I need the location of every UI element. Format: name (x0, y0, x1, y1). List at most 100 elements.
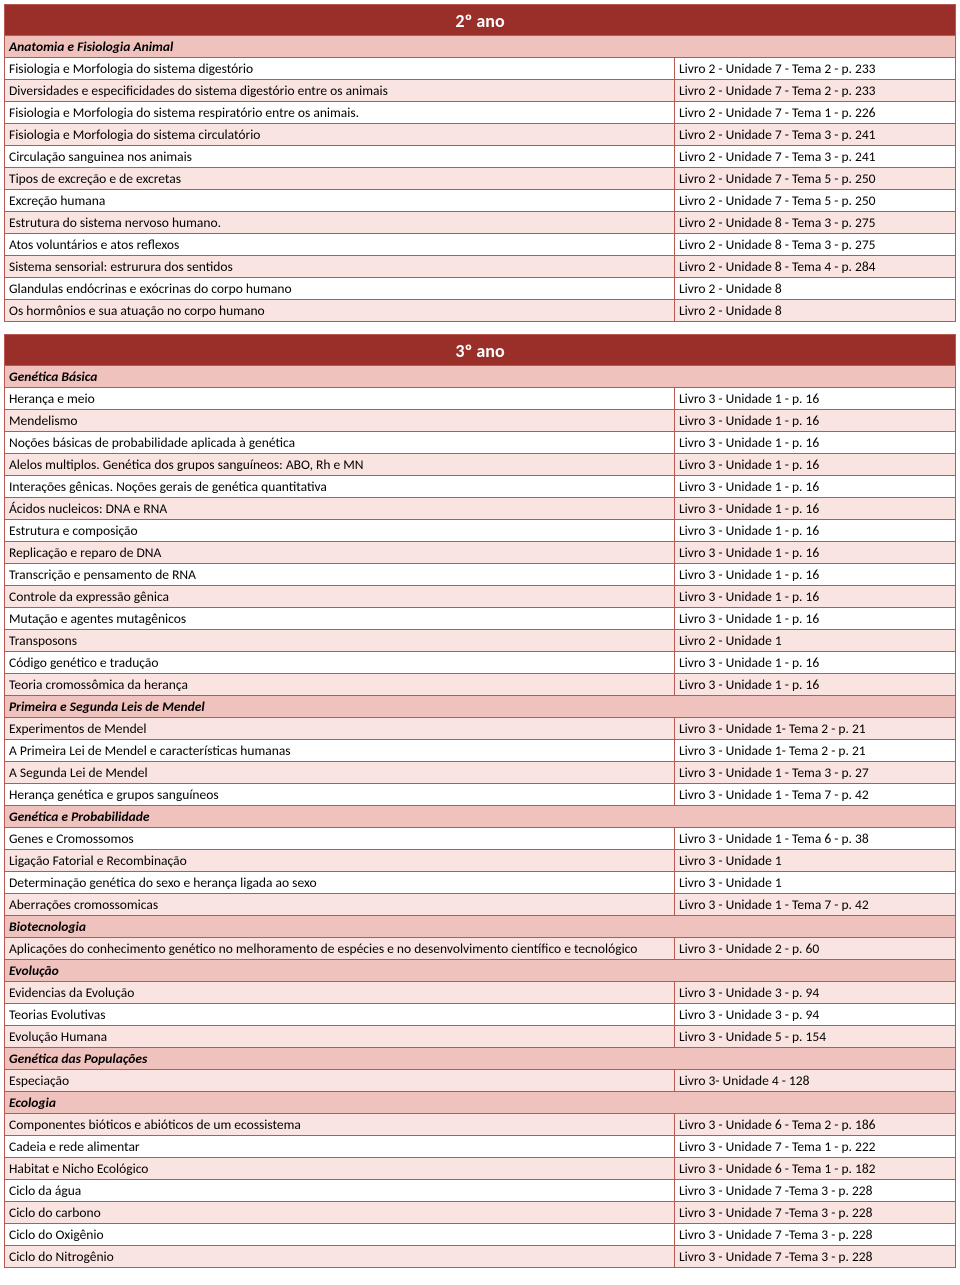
reference-cell: Livro 2 - Unidade 7 - Tema 1 - p. 226 (675, 102, 955, 123)
reference-cell: Livro 3 - Unidade 1 (675, 850, 955, 871)
topic-cell: Controle da expressão gênica (5, 586, 675, 607)
reference-cell: Livro 2 - Unidade 8 - Tema 3 - p. 275 (675, 234, 955, 255)
reference-cell: Livro 2 - Unidade 8 (675, 300, 955, 321)
reference-cell: Livro 2 - Unidade 1 (675, 630, 955, 651)
reference-cell: Livro 2 - Unidade 7 - Tema 5 - p. 250 (675, 190, 955, 211)
table-row: Evolução HumanaLivro 3 - Unidade 5 - p. … (4, 1026, 956, 1048)
topic-cell: A Segunda Lei de Mendel (5, 762, 675, 783)
section-0: 2º anoAnatomia e Fisiologia AnimalFisiol… (4, 4, 956, 322)
reference-cell: Livro 3 - Unidade 1 - p. 16 (675, 410, 955, 431)
table-row: Glandulas endócrinas e exócrinas do corp… (4, 278, 956, 300)
topic-cell: Aplicações do conhecimento genético no m… (5, 938, 675, 959)
reference-cell: Livro 2 - Unidade 8 - Tema 4 - p. 284 (675, 256, 955, 277)
table-row: Habitat e Nicho EcológicoLivro 3 - Unida… (4, 1158, 956, 1180)
table-row: Circulação sanguinea nos animaisLivro 2 … (4, 146, 956, 168)
table-row: Teorias EvolutivasLivro 3 - Unidade 3 - … (4, 1004, 956, 1026)
reference-cell: Livro 3 - Unidade 1 (675, 872, 955, 893)
reference-cell: Livro 3 - Unidade 5 - p. 154 (675, 1026, 955, 1047)
table-row: A Primeira Lei de Mendel e característic… (4, 740, 956, 762)
subsection-header: Evolução (4, 960, 956, 982)
table-row: A Segunda Lei de MendelLivro 3 - Unidade… (4, 762, 956, 784)
table-row: Transcrição e pensamento de RNALivro 3 -… (4, 564, 956, 586)
subsection-header: Biotecnologia (4, 916, 956, 938)
subsection-header: Genética das Populações (4, 1048, 956, 1070)
section-1: 3º anoGenética BásicaHerança e meioLivro… (4, 334, 956, 1268)
topic-cell: Excreção humana (5, 190, 675, 211)
reference-cell: Livro 2 - Unidade 7 - Tema 3 - p. 241 (675, 146, 955, 167)
table-row: Ciclo da águaLivro 3 - Unidade 7 -Tema 3… (4, 1180, 956, 1202)
table-row: Ciclo do NitrogênioLivro 3 - Unidade 7 -… (4, 1246, 956, 1268)
table-row: Fisiologia e Morfologia do sistema circu… (4, 124, 956, 146)
topic-cell: Fisiologia e Morfologia do sistema diges… (5, 58, 675, 79)
subsection-header: Ecologia (4, 1092, 956, 1114)
table-row: Cadeia e rede alimentarLivro 3 - Unidade… (4, 1136, 956, 1158)
reference-cell: Livro 3 - Unidade 1 - p. 16 (675, 388, 955, 409)
table-row: Tipos de excreção e de excretasLivro 2 -… (4, 168, 956, 190)
reference-cell: Livro 2 - Unidade 8 (675, 278, 955, 299)
table-row: Experimentos de MendelLivro 3 - Unidade … (4, 718, 956, 740)
topic-cell: Fisiologia e Morfologia do sistema respi… (5, 102, 675, 123)
reference-cell: Livro 2 - Unidade 7 - Tema 2 - p. 233 (675, 58, 955, 79)
reference-cell: Livro 3 - Unidade 1 - p. 16 (675, 454, 955, 475)
table-row: Atos voluntários e atos reflexosLivro 2 … (4, 234, 956, 256)
topic-cell: Aberrações cromossomicas (5, 894, 675, 915)
reference-cell: Livro 3 - Unidade 1 - p. 16 (675, 520, 955, 541)
reference-cell: Livro 3 - Unidade 3 - p. 94 (675, 982, 955, 1003)
topic-cell: Transposons (5, 630, 675, 651)
table-row: Fisiologia e Morfologia do sistema diges… (4, 58, 956, 80)
subsection-header: Anatomia e Fisiologia Animal (4, 36, 956, 58)
year-header: 3º ano (4, 334, 956, 366)
reference-cell: Livro 3 - Unidade 1 - p. 16 (675, 476, 955, 497)
topic-cell: Herança genética e grupos sanguíneos (5, 784, 675, 805)
topic-cell: Estrutura do sistema nervoso humano. (5, 212, 675, 233)
reference-cell: Livro 2 - Unidade 7 - Tema 5 - p. 250 (675, 168, 955, 189)
topic-cell: Ciclo do Nitrogênio (5, 1246, 675, 1267)
table-row: Ciclo do carbonoLivro 3 - Unidade 7 -Tem… (4, 1202, 956, 1224)
subsection-header: Genética Básica (4, 366, 956, 388)
topic-cell: Cadeia e rede alimentar (5, 1136, 675, 1157)
table-row: Estrutura do sistema nervoso humano.Livr… (4, 212, 956, 234)
reference-cell: Livro 3 - Unidade 1 - p. 16 (675, 432, 955, 453)
reference-cell: Livro 3 - Unidade 1 - Tema 6 - p. 38 (675, 828, 955, 849)
table-row: Ciclo do OxigênioLivro 3 - Unidade 7 -Te… (4, 1224, 956, 1246)
reference-cell: Livro 3 - Unidade 1 - Tema 7 - p. 42 (675, 894, 955, 915)
topic-cell: A Primeira Lei de Mendel e característic… (5, 740, 675, 761)
table-row: Controle da expressão gênicaLivro 3 - Un… (4, 586, 956, 608)
topic-cell: Os hormônios e sua atuação no corpo huma… (5, 300, 675, 321)
topic-cell: Evolução Humana (5, 1026, 675, 1047)
topic-cell: Determinação genética do sexo e herança … (5, 872, 675, 893)
topic-cell: Estrutura e composição (5, 520, 675, 541)
reference-cell: Livro 3 - Unidade 1 - p. 16 (675, 542, 955, 563)
reference-cell: Livro 3 - Unidade 1 - p. 16 (675, 586, 955, 607)
table-row: Aplicações do conhecimento genético no m… (4, 938, 956, 960)
topic-cell: Mutação e agentes mutagênicos (5, 608, 675, 629)
table-row: Ligação Fatorial e RecombinaçãoLivro 3 -… (4, 850, 956, 872)
reference-cell: Livro 3 - Unidade 1 - Tema 7 - p. 42 (675, 784, 955, 805)
table-row: Teoria cromossômica da herançaLivro 3 - … (4, 674, 956, 696)
topic-cell: Ciclo da água (5, 1180, 675, 1201)
table-row: EspeciaçãoLivro 3- Unidade 4 - 128 (4, 1070, 956, 1092)
reference-cell: Livro 3 - Unidade 6 - Tema 1 - p. 182 (675, 1158, 955, 1179)
topic-cell: Circulação sanguinea nos animais (5, 146, 675, 167)
reference-cell: Livro 3 - Unidade 7 -Tema 3 - p. 228 (675, 1180, 955, 1201)
reference-cell: Livro 2 - Unidade 7 - Tema 2 - p. 233 (675, 80, 955, 101)
table-row: Alelos multiplos. Genética dos grupos sa… (4, 454, 956, 476)
table-row: Sistema sensorial: estrurura dos sentido… (4, 256, 956, 278)
reference-cell: Livro 3 - Unidade 7 - Tema 1 - p. 222 (675, 1136, 955, 1157)
reference-cell: Livro 3 - Unidade 1 - p. 16 (675, 608, 955, 629)
table-row: Diversidades e especificidades do sistem… (4, 80, 956, 102)
table-row: Genes e CromossomosLivro 3 - Unidade 1 -… (4, 828, 956, 850)
table-row: Replicação e reparo de DNALivro 3 - Unid… (4, 542, 956, 564)
topic-cell: Alelos multiplos. Genética dos grupos sa… (5, 454, 675, 475)
table-row: Os hormônios e sua atuação no corpo huma… (4, 300, 956, 322)
table-row: Ácidos nucleicos: DNA e RNALivro 3 - Uni… (4, 498, 956, 520)
reference-cell: Livro 2 - Unidade 8 - Tema 3 - p. 275 (675, 212, 955, 233)
subsection-header: Primeira e Segunda Leis de Mendel (4, 696, 956, 718)
topic-cell: Replicação e reparo de DNA (5, 542, 675, 563)
table-row: Herança genética e grupos sanguíneosLivr… (4, 784, 956, 806)
topic-cell: Ciclo do Oxigênio (5, 1224, 675, 1245)
table-row: Herança e meioLivro 3 - Unidade 1 - p. 1… (4, 388, 956, 410)
topic-cell: Habitat e Nicho Ecológico (5, 1158, 675, 1179)
reference-cell: Livro 3 - Unidade 1 - p. 16 (675, 498, 955, 519)
reference-cell: Livro 2 - Unidade 7 - Tema 3 - p. 241 (675, 124, 955, 145)
